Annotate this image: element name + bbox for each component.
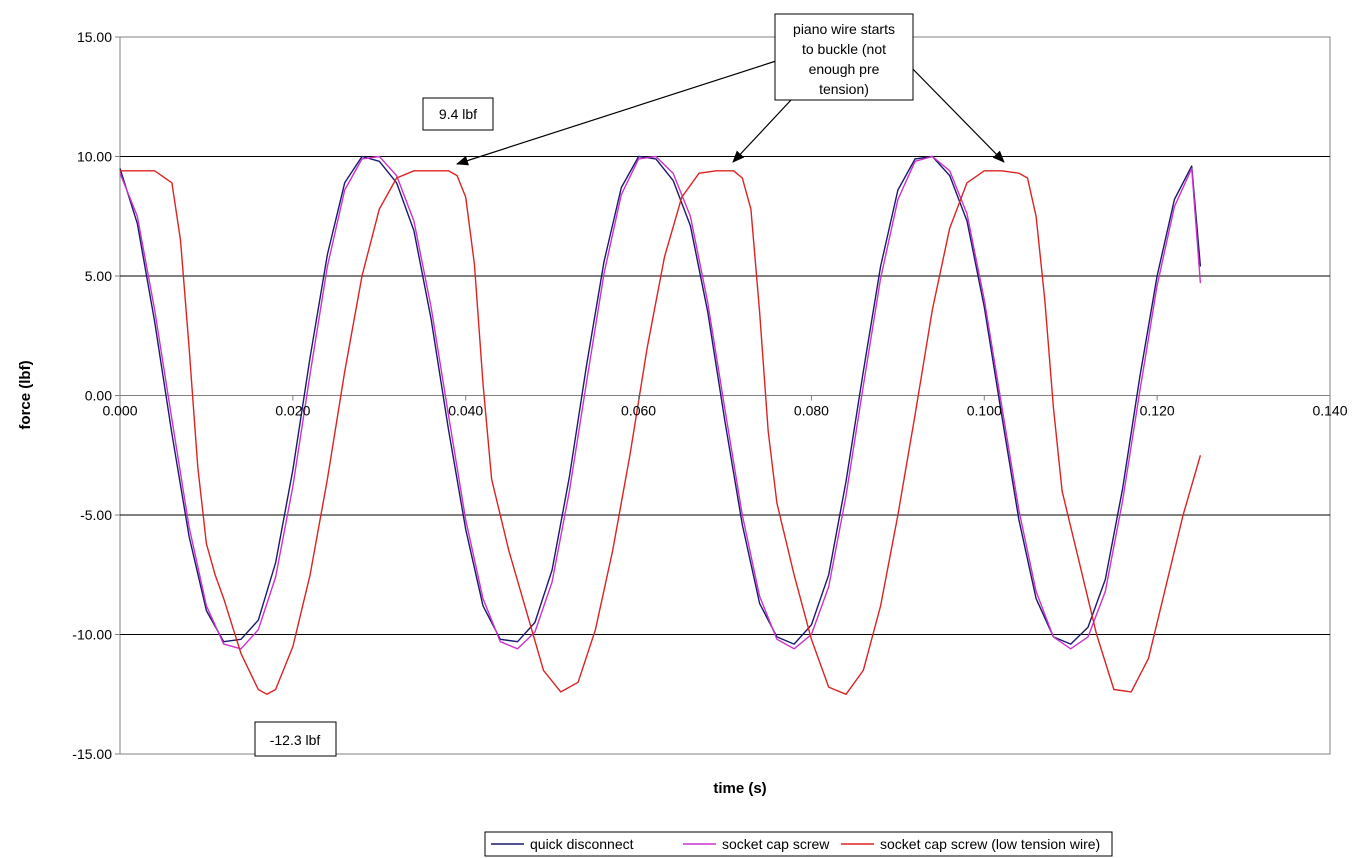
y-tick-labels: 15.00 10.00 5.00 0.00 -5.00 -10.00 -15.00 [72, 29, 120, 762]
x-tick-labels: 0.000 0.020 0.040 0.060 0.080 0.100 0.120 0.140 [102, 395, 1348, 419]
y-tick-label-2: 5.00 [85, 268, 112, 284]
annotation-max-box [422, 97, 494, 131]
x-tick-label-2: 0.040 [448, 403, 483, 419]
annotation-buckle: piano wire starts to buckle (not enough … [456, 13, 1005, 166]
legend-label-socket-cap-screw: socket cap screw [722, 836, 830, 852]
series-line-quick-disconnect [119, 155, 1202, 645]
y-tick-label-3: 0.00 [85, 388, 112, 404]
y-tick-label-1: 10.00 [77, 149, 112, 165]
legend: quick disconnect socket cap screw socket… [484, 831, 1113, 857]
annotation-buckle-line-3: enough pre [809, 61, 880, 77]
series-line-socket-cap-screw [119, 155, 1202, 650]
annotation-min: -12.3 lbf [254, 721, 337, 757]
buckle-arrow-3 [903, 59, 1005, 163]
x-tick-label-3: 0.060 [621, 403, 656, 419]
y-axis-title: force (lbf) [17, 360, 34, 429]
y-tick-label-4: -5.00 [80, 507, 112, 523]
series-group [119, 155, 1202, 695]
annotation-buckle-box [774, 13, 914, 101]
y-tick-label-6: -15.00 [72, 746, 112, 762]
annotation-buckle-line-2: to buckle (not [802, 41, 886, 57]
x-tick-label-1: 0.020 [275, 403, 310, 419]
annotation-min-text: -12.3 lbf [270, 732, 321, 748]
annotation-max-text: 9.4 lbf [439, 106, 477, 122]
annotation-min-box [254, 721, 337, 757]
annotation-buckle-line-4: tension) [819, 81, 869, 97]
legend-label-quick-disconnect: quick disconnect [530, 836, 634, 852]
x-tick-label-0: 0.000 [102, 403, 137, 419]
buckle-arrow-1 [456, 60, 777, 166]
x-tick-label-6: 0.120 [1140, 403, 1175, 419]
x-tick-label-4: 0.080 [794, 403, 829, 419]
gridlines [120, 156, 1330, 635]
annotation-max: 9.4 lbf [422, 97, 494, 131]
legend-label-socket-cap-screw-low-tension-wire: socket cap screw (low tension wire) [880, 836, 1100, 852]
annotation-buckle-line-1: piano wire starts [793, 21, 895, 37]
series-line-socket-cap-screw-low-tension-wire [120, 170, 1202, 695]
y-tick-label-0: 15.00 [77, 29, 112, 45]
x-tick-label-5: 0.100 [967, 403, 1002, 419]
x-tick-label-7: 0.140 [1312, 403, 1347, 419]
legend-box [484, 831, 1113, 857]
x-axis-title: time (s) [713, 780, 766, 797]
y-tick-label-5: -10.00 [72, 627, 112, 643]
